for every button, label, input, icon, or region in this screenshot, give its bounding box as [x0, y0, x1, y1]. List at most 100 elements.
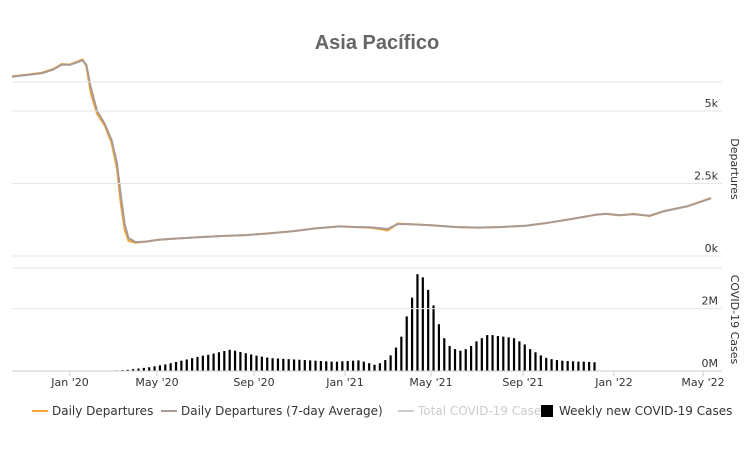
bar-weekly-cases	[131, 369, 135, 371]
bar-weekly-cases	[427, 289, 430, 371]
bar-weekly-cases	[496, 336, 500, 371]
bar-weekly-cases	[169, 363, 172, 371]
bar-weekly-cases	[400, 336, 403, 371]
bar-weekly-cases	[330, 361, 333, 371]
bar-weekly-cases	[325, 361, 328, 371]
bar-weekly-cases	[405, 316, 408, 371]
y-tick-label-cases-0: 0M	[702, 357, 719, 370]
bar-weekly-cases	[486, 335, 489, 371]
bar-weekly-cases	[298, 359, 301, 371]
bar-weekly-cases	[185, 359, 188, 371]
bar-weekly-cases	[373, 364, 376, 371]
bar-weekly-cases	[223, 351, 226, 371]
bar-weekly-cases	[158, 365, 162, 371]
x-tick-label-1: May '20	[135, 376, 178, 389]
y-tick-label-departures-2: 5k	[705, 97, 719, 110]
x-tick-label-7: May '22	[681, 376, 724, 389]
legend-item-1[interactable]: Daily Departures (7-day Average)	[161, 404, 383, 418]
x-tick-label-4: May '21	[409, 376, 452, 389]
axes: 0k 2.5k 5k Departures 0M 2M COVID-19 Cases Jan …	[12, 81, 741, 389]
bar-weekly-cases	[491, 335, 494, 371]
bar-weekly-cases	[207, 354, 210, 371]
bar-weekly-cases	[314, 360, 317, 371]
legend-item-3[interactable]: Weekly new COVID-19 Cases	[541, 404, 732, 418]
x-tick-label-5: Sep '21	[502, 376, 543, 389]
bar-weekly-cases	[523, 344, 526, 371]
plot-area	[11, 58, 712, 372]
legend-symbol-3	[541, 405, 553, 417]
bar-weekly-cases	[239, 351, 242, 371]
bar-weekly-cases	[335, 361, 339, 371]
legend-label-0: Daily Departures	[52, 404, 153, 418]
bar-weekly-cases	[588, 361, 591, 371]
bar-weekly-cases	[244, 353, 247, 371]
bar-weekly-cases	[389, 355, 392, 371]
bar-weekly-cases	[357, 360, 360, 371]
x-tick-label-3: Jan '21	[325, 376, 363, 389]
bar-weekly-cases	[351, 360, 355, 371]
bar-weekly-cases	[276, 358, 280, 371]
bar-weekly-cases	[362, 361, 365, 371]
bar-weekly-cases	[410, 297, 414, 371]
bar-weekly-cases	[470, 346, 473, 371]
bar-weekly-cases	[416, 274, 419, 371]
bar-weekly-cases	[480, 338, 483, 371]
bar-weekly-cases	[539, 355, 542, 371]
bar-weekly-cases	[593, 362, 596, 371]
bar-weekly-cases	[180, 360, 183, 371]
bar-weekly-cases	[550, 359, 553, 371]
bar-weekly-cases	[292, 359, 296, 371]
bar-weekly-cases	[475, 341, 478, 371]
bar-weekly-cases	[566, 361, 569, 371]
legend-item-0[interactable]: Daily Departures	[32, 404, 153, 418]
bar-weekly-cases	[577, 361, 580, 371]
x-tick-label-0: Jan '20	[50, 376, 88, 389]
bar-weekly-cases	[212, 353, 215, 371]
bar-weekly-cases	[148, 367, 151, 371]
bar-weekly-cases	[582, 361, 585, 371]
bar-weekly-cases	[137, 368, 140, 371]
bar-weekly-cases	[196, 356, 199, 371]
bar-weekly-cases	[561, 360, 564, 371]
bar-weekly-cases	[266, 357, 269, 371]
y-tick-label-cases-1: 2M	[702, 295, 719, 308]
bar-weekly-cases	[233, 350, 237, 371]
bar-weekly-cases	[378, 363, 381, 371]
legend-item-2[interactable]: Total COVID-19 Cases	[398, 404, 547, 418]
bar-weekly-cases	[534, 352, 537, 371]
bar-weekly-cases	[437, 324, 441, 371]
legend-label-1: Daily Departures (7-day Average)	[181, 404, 383, 418]
bar-weekly-cases	[174, 361, 178, 371]
series-line-7day-average	[11, 59, 712, 244]
bar-weekly-cases	[341, 361, 344, 371]
series-bars-weekly-cases	[105, 274, 596, 372]
bar-weekly-cases	[126, 369, 129, 371]
bar-weekly-cases	[459, 350, 462, 371]
bar-weekly-cases	[571, 361, 575, 371]
bar-weekly-cases	[282, 358, 285, 371]
bar-weekly-cases	[464, 349, 467, 371]
bar-weekly-cases	[518, 341, 521, 371]
bar-weekly-cases	[368, 363, 371, 371]
legend: Daily Departures Daily Departures (7-day …	[32, 404, 732, 418]
bar-weekly-cases	[164, 364, 167, 371]
bar-weekly-cases	[507, 337, 510, 371]
y-axis-title-departures: Departures	[728, 138, 741, 200]
bar-weekly-cases	[255, 355, 258, 371]
bar-weekly-cases	[443, 338, 446, 371]
bar-weekly-cases	[453, 349, 457, 371]
legend-label-3: Weekly new COVID-19 Cases	[559, 404, 732, 418]
bar-weekly-cases	[142, 367, 145, 371]
bar-weekly-cases	[309, 360, 312, 371]
bar-weekly-cases	[502, 336, 505, 371]
bar-weekly-cases	[271, 358, 274, 371]
bar-weekly-cases	[555, 360, 559, 371]
x-tick-label-6: Jan '22	[594, 376, 632, 389]
y-tick-label-departures-1: 2.5k	[694, 170, 718, 183]
bar-weekly-cases	[201, 355, 204, 371]
bar-weekly-cases	[303, 360, 306, 371]
bar-weekly-cases	[421, 277, 424, 371]
bar-weekly-cases	[153, 366, 156, 371]
